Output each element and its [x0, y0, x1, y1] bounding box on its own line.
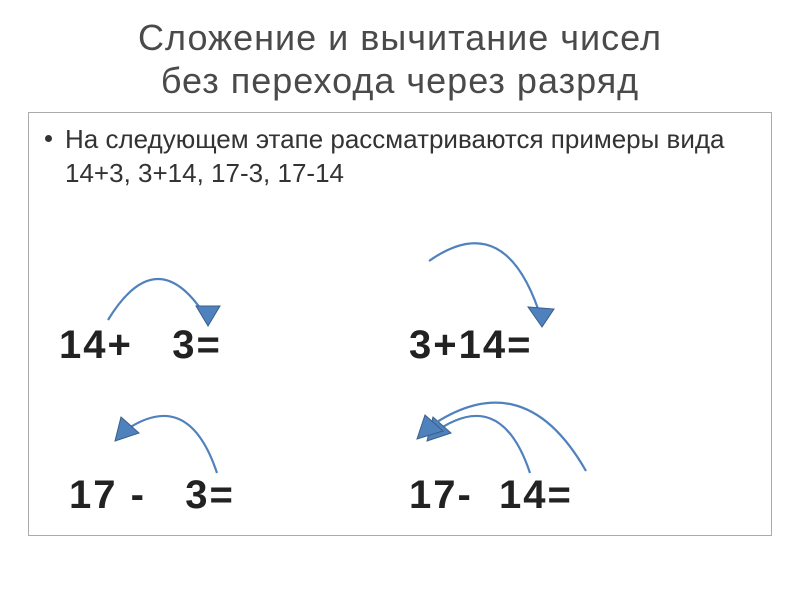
arc-3: [97, 395, 237, 487]
arc-2: [407, 231, 567, 341]
arc-1: [93, 248, 223, 338]
arc-4b: [391, 385, 601, 487]
equations-layer: 14+ 3= 3+14= 17 - 3= 17- 14=: [29, 113, 771, 535]
title-line-2: без перехода через разряд: [161, 60, 639, 101]
page-title: Сложение и вычитание чисел без перехода …: [28, 16, 772, 102]
title-line-1: Сложение и вычитание чисел: [138, 17, 662, 58]
content-box: На следующем этапе рассматриваются приме…: [28, 112, 772, 536]
